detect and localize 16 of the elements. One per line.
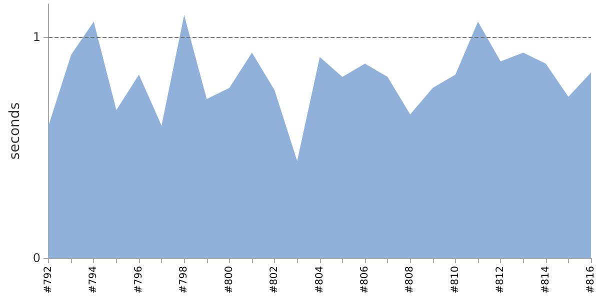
x-tick-label: #794 — [88, 266, 100, 294]
x-tick-label: #810 — [450, 266, 461, 294]
x-tick-label: #800 — [224, 266, 235, 294]
x-tick-label: #804 — [314, 266, 326, 294]
y-tick-label: 1 — [32, 30, 41, 44]
x-tick-label: #796 — [133, 266, 144, 294]
x-tick-label: #808 — [404, 266, 416, 294]
x-tick-label: #802 — [269, 266, 280, 294]
x-tick-label: #814 — [540, 266, 552, 294]
y-axis-title: seconds — [7, 102, 23, 160]
y-tick-label: 0 — [32, 251, 41, 265]
x-tick-label: #806 — [359, 266, 370, 294]
x-tick-label: #792 — [43, 266, 54, 294]
x-tick-label: #812 — [495, 266, 506, 294]
x-tick-label: #798 — [178, 266, 190, 294]
x-tick-label: #816 — [586, 266, 596, 294]
